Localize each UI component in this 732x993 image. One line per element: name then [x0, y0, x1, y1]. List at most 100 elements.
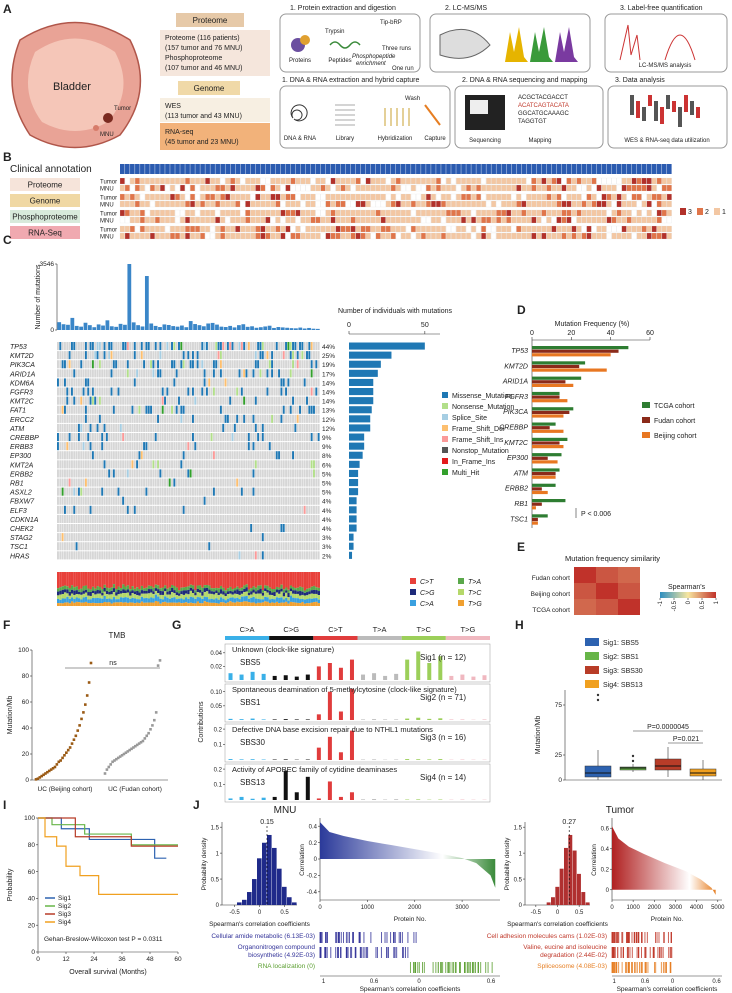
mutation-cell — [84, 405, 87, 414]
mutation-cell — [189, 469, 192, 478]
mutation-cell — [70, 360, 73, 369]
mutation-cell — [301, 469, 304, 478]
mutation-cell — [136, 387, 139, 396]
annotation-cell — [616, 184, 622, 192]
bar — [305, 719, 310, 720]
point — [103, 772, 107, 775]
mutation-cell — [178, 378, 180, 387]
signature-segment — [91, 586, 95, 591]
annotation-cell — [245, 209, 251, 217]
mutation-cell — [80, 414, 83, 423]
annotation-cell — [365, 225, 371, 233]
mutation-cell — [278, 405, 281, 414]
mutation-cell — [273, 442, 276, 451]
signature-segment — [280, 588, 283, 592]
annotation-cell — [581, 193, 587, 201]
annotation-cell — [516, 177, 522, 185]
annotation-cell — [230, 193, 236, 201]
mutation-cell — [201, 496, 204, 505]
mutation-cell — [96, 378, 99, 387]
mutation-cell — [226, 469, 229, 478]
heatmap-cell — [574, 583, 596, 599]
mutation-cell — [133, 423, 136, 432]
mutation-cell — [110, 360, 113, 369]
mutation-cell — [208, 396, 211, 405]
signature-segment — [252, 572, 255, 587]
y-tick-label: 80 — [22, 673, 30, 680]
individual-bar — [349, 360, 381, 368]
signature-segment — [222, 587, 225, 592]
mutation-cell — [168, 414, 171, 423]
signature-segment — [187, 598, 190, 604]
freq-label: 4% — [322, 508, 332, 515]
label: 3. Label-free quantification — [620, 5, 703, 12]
mutation-cell — [315, 469, 318, 478]
mutation-cell — [133, 542, 136, 551]
signature-segment — [154, 572, 158, 585]
mutation-cell — [173, 351, 176, 360]
mutation-cell — [159, 551, 162, 560]
signature-segment — [57, 595, 60, 599]
mutation-count-bar — [223, 327, 228, 330]
mutation-cell — [289, 414, 292, 423]
mutation-cell — [98, 369, 101, 378]
annotation-cell — [511, 177, 517, 185]
annotation-cell — [360, 184, 366, 192]
mutation-cell — [75, 414, 78, 423]
annotation-cell — [446, 232, 451, 240]
annotation-cell — [581, 164, 587, 174]
legend-label: In_Frame_Ins — [452, 459, 496, 466]
mutation-cell — [171, 469, 173, 478]
mutation-cell — [110, 423, 113, 432]
mutation-cell — [136, 423, 139, 432]
mutation-cell — [124, 378, 127, 387]
signature-segment — [126, 597, 130, 603]
y-tick-label: 0.10 — [210, 690, 222, 696]
mutation-cell — [224, 387, 227, 396]
signature-segment — [194, 590, 197, 593]
signature-segment — [173, 602, 176, 606]
mutation-cell — [145, 351, 148, 360]
bar — [416, 717, 421, 720]
mutation-cell — [247, 351, 250, 360]
mutation-cell — [240, 505, 243, 514]
annotation-cell — [546, 200, 552, 208]
mutation-cell — [182, 360, 185, 369]
mutation-cell — [254, 551, 257, 560]
annotation-cell — [315, 200, 321, 208]
mutation-cell — [103, 396, 106, 405]
annotation-cell — [481, 216, 487, 224]
mutation-cell — [226, 533, 229, 542]
bar — [383, 719, 388, 720]
mutation-cell — [240, 369, 243, 378]
mutation-cell — [198, 533, 201, 542]
mutation-cell — [268, 396, 271, 405]
mutation-cell — [205, 414, 208, 423]
mutation-cell — [117, 360, 120, 369]
annotation-cell — [461, 164, 466, 174]
mutation-cell — [185, 433, 187, 442]
mutation-cell — [205, 487, 208, 496]
ms-icon — [439, 28, 491, 59]
legend-tick-label: 0 — [686, 600, 692, 604]
mutation-cell — [77, 533, 80, 542]
bar — [361, 799, 366, 800]
mutation-cell — [105, 369, 108, 378]
mutation-cell — [201, 505, 204, 514]
mutation-cell — [266, 442, 269, 451]
mutation-cell — [157, 423, 160, 432]
mutation-cell — [268, 496, 271, 505]
mutation-cell — [313, 487, 315, 496]
mutation-cell — [96, 542, 99, 551]
mutation-cell — [233, 478, 236, 487]
signature-segment — [101, 595, 104, 599]
signature-segment — [226, 572, 230, 589]
row-label-box — [10, 226, 80, 239]
annotation-cell — [410, 216, 416, 224]
mutation-cell — [231, 460, 234, 469]
signature-segment — [238, 602, 241, 606]
mutation-cell — [75, 396, 78, 405]
mutation-cell — [303, 396, 306, 405]
mutation-cell — [210, 405, 213, 414]
mutation-cell — [247, 514, 250, 523]
